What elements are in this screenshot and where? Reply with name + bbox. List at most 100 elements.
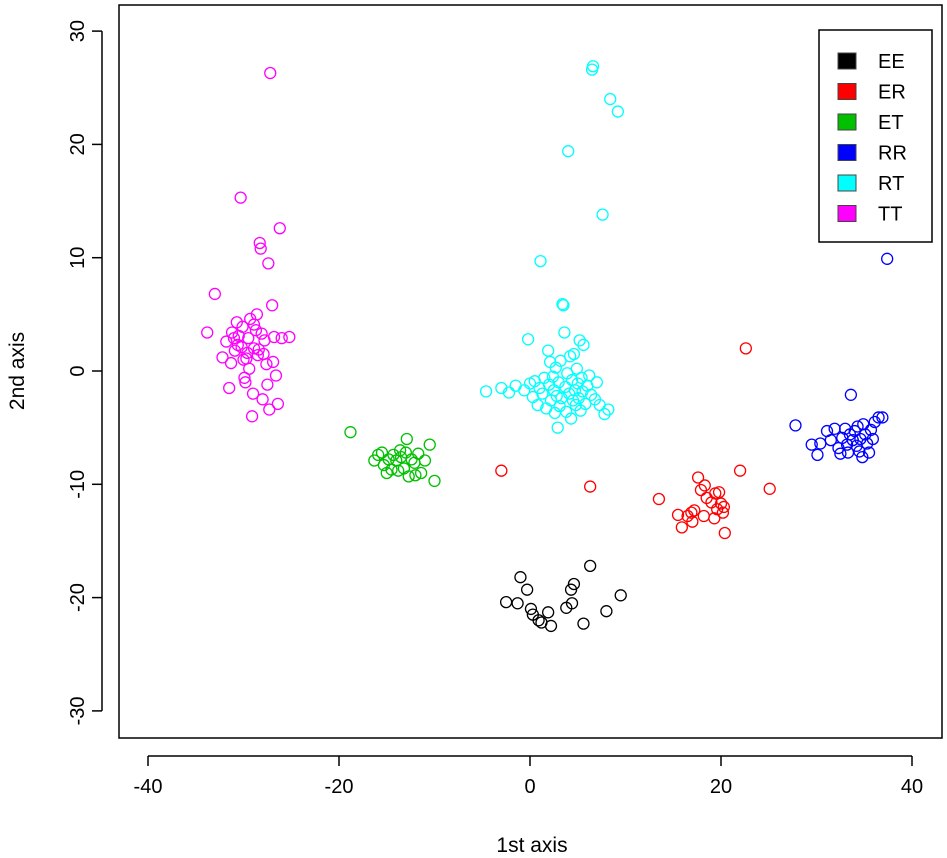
data-point <box>250 308 264 321</box>
data-point <box>551 421 564 434</box>
data-point <box>614 589 627 602</box>
legend-label: RT <box>878 173 904 195</box>
data-point <box>691 471 705 484</box>
legend-item: TT <box>837 204 902 226</box>
data-point <box>611 105 625 118</box>
data-point <box>242 331 255 345</box>
data-point <box>230 316 243 329</box>
series-ER <box>495 342 776 540</box>
data-point <box>584 559 597 573</box>
data-point <box>201 326 214 339</box>
data-point <box>344 426 357 439</box>
x-axis-title: 1st axis <box>496 834 567 857</box>
data-point <box>708 512 721 525</box>
y-tick-label: 0 <box>67 365 89 376</box>
data-point <box>568 384 582 397</box>
data-point <box>269 369 283 382</box>
data-point <box>265 299 279 312</box>
data-point <box>805 438 818 451</box>
plot-box <box>118 4 943 739</box>
y-tick-label: 30 <box>67 20 89 42</box>
data-point <box>263 403 276 416</box>
data-point <box>717 500 731 514</box>
data-point <box>716 506 730 519</box>
data-point <box>208 287 222 301</box>
x-tick-label: 0 <box>524 776 535 798</box>
data-point <box>584 480 597 493</box>
data-point <box>851 420 864 433</box>
data-points <box>201 60 894 633</box>
data-point <box>514 571 527 584</box>
data-point <box>811 448 824 461</box>
data-point <box>694 483 708 497</box>
data-point <box>271 397 285 411</box>
data-point <box>255 327 268 340</box>
data-point <box>243 362 256 375</box>
data-point <box>556 298 569 311</box>
data-point <box>824 433 837 447</box>
data-point <box>224 356 238 370</box>
data-point <box>254 242 267 255</box>
legend-item: EE <box>837 51 905 73</box>
data-point <box>712 486 726 499</box>
y-axis-title: 2nd axis <box>6 332 29 410</box>
data-point <box>565 597 579 610</box>
data-point <box>652 492 666 506</box>
data-point <box>577 617 590 630</box>
data-point <box>584 388 598 401</box>
y-axis: -30 -20 -10 0 10 20 30 <box>67 20 103 725</box>
data-point <box>264 66 277 80</box>
legend: EE ER ET RR RT TT <box>818 29 933 243</box>
data-point <box>409 469 422 482</box>
data-point <box>789 419 802 432</box>
data-point <box>739 342 752 355</box>
data-point <box>261 378 274 391</box>
data-point <box>283 330 296 344</box>
data-point <box>567 347 581 361</box>
data-point <box>598 407 611 421</box>
legend-label: ER <box>878 82 906 104</box>
legend-swatch <box>837 174 857 192</box>
data-point <box>541 344 555 357</box>
data-point <box>532 614 545 627</box>
data-point <box>239 376 252 389</box>
data-point <box>733 464 747 477</box>
data-point <box>828 422 841 435</box>
y-tick-label: -10 <box>67 470 89 499</box>
x-axis: -40 -20 0 20 40 <box>134 755 923 798</box>
data-point <box>552 376 565 389</box>
data-point <box>402 470 415 483</box>
data-point <box>247 342 261 355</box>
data-point <box>223 381 236 395</box>
data-point <box>600 605 613 618</box>
legend-label: EE <box>878 51 905 73</box>
data-point <box>856 450 869 464</box>
data-point <box>237 353 250 366</box>
data-point <box>220 335 233 348</box>
data-point <box>256 393 269 406</box>
data-point <box>405 453 418 466</box>
data-point <box>520 583 534 596</box>
data-point <box>558 326 571 339</box>
data-point <box>575 371 588 384</box>
series-ET <box>344 426 441 488</box>
data-point <box>428 474 441 488</box>
data-point <box>266 355 280 369</box>
data-point <box>763 482 776 495</box>
data-point <box>499 595 513 609</box>
data-point <box>225 326 239 339</box>
plot-frame <box>118 4 943 739</box>
y-tick-label: 10 <box>67 247 89 269</box>
y-tick-label: -30 <box>67 696 89 725</box>
data-point <box>228 344 242 357</box>
data-point <box>862 446 876 459</box>
data-point <box>393 444 407 457</box>
data-point <box>253 236 266 250</box>
data-point <box>257 347 270 361</box>
data-point <box>590 376 603 389</box>
data-point <box>697 509 710 523</box>
series-TT <box>201 66 296 423</box>
data-point <box>700 491 713 505</box>
data-point <box>596 208 609 221</box>
